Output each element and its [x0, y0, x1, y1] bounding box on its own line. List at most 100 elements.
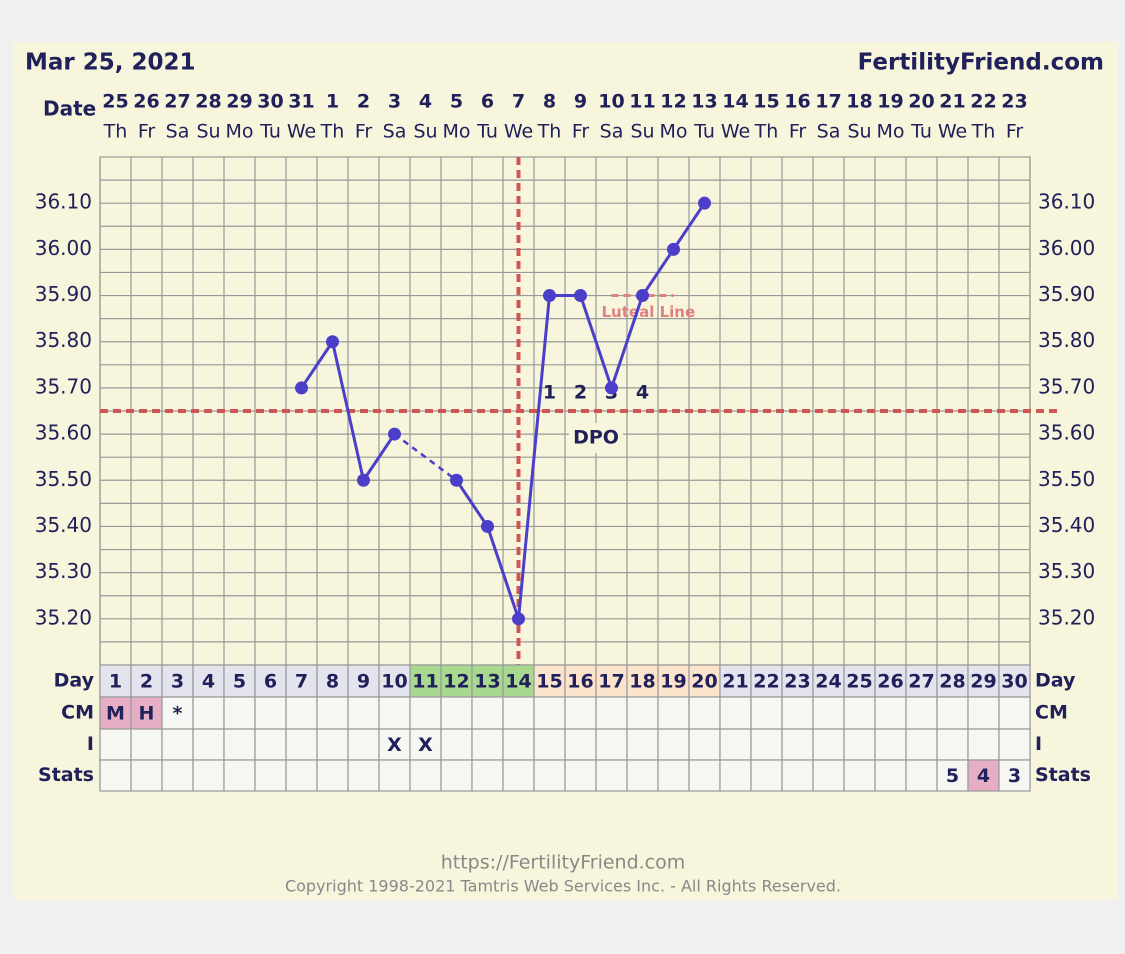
temp-point: [667, 242, 680, 256]
date-label: Date: [43, 97, 96, 121]
categories-cell: 11: [412, 671, 438, 693]
temp-point: [388, 427, 401, 441]
table-cell: [192, 759, 225, 792]
categories-cell: 29: [970, 671, 996, 693]
weekday-label: We: [504, 121, 533, 143]
table-cell: [254, 728, 287, 761]
table-cell: [471, 664, 504, 698]
categories-cell: 3: [171, 671, 184, 693]
y-tick-label-right: 35.40: [1038, 513, 1095, 537]
weekday-label: Su: [196, 121, 220, 143]
table-cell: [936, 696, 969, 730]
categories-cell: 30: [1001, 671, 1027, 693]
table-cell: [316, 759, 349, 792]
table-cell: [688, 696, 721, 730]
categories-cell: 19: [660, 671, 686, 693]
date-label: 10: [598, 91, 624, 113]
table-cell: [812, 696, 845, 730]
table-cell: [905, 696, 938, 730]
date-label: 1: [326, 91, 339, 113]
categories-cell: 28: [939, 671, 965, 693]
y-tick-label: 35.50: [35, 467, 92, 491]
table-cell: [161, 664, 194, 698]
table-cell: [533, 664, 566, 698]
weekday-label: Th: [320, 121, 345, 143]
categories-cell: 13: [474, 671, 500, 693]
weekday-label: Sa: [383, 121, 407, 143]
temp-point: [326, 335, 339, 349]
y-tick-label: 35.30: [35, 559, 92, 583]
table-cell: [781, 696, 814, 730]
date-label: 20: [908, 91, 934, 113]
cm-cell: M: [106, 703, 125, 725]
table-cell: [843, 728, 876, 761]
table-cell: [719, 759, 752, 792]
categories-cell: 5: [233, 671, 246, 693]
table-cell: [440, 759, 473, 792]
temp-point: [295, 381, 308, 395]
weekday-label: Fr: [138, 121, 156, 143]
weekday-label: Th: [103, 121, 128, 143]
date-label: 26: [133, 91, 159, 113]
dpo-number: 2: [574, 382, 587, 404]
weekday-label: Tu: [259, 121, 281, 143]
stats-cell: 3: [1008, 765, 1021, 787]
categories-cell: 21: [722, 671, 748, 693]
temp-point: [636, 289, 649, 303]
table-cell: [750, 759, 783, 792]
y-tick-label-right: 35.80: [1038, 328, 1095, 352]
date-label: 25: [102, 91, 128, 113]
categories-cell: 25: [846, 671, 872, 693]
weekday-label: Sa: [166, 121, 190, 143]
table-cell: [533, 759, 566, 792]
table-cell: [781, 759, 814, 792]
temp-point: [543, 289, 556, 303]
table-cell: [161, 759, 194, 792]
date-label: 14: [722, 91, 748, 113]
table-cell: [564, 696, 597, 730]
date-label: 13: [691, 91, 717, 113]
categories-cell: 9: [357, 671, 370, 693]
categories-cell: 1: [109, 671, 122, 693]
table-cell: [843, 696, 876, 730]
weekday-label: Su: [413, 121, 437, 143]
table-cell: [781, 728, 814, 761]
categories-cell: 8: [326, 671, 339, 693]
luteal-label: Luteal Line: [602, 303, 696, 321]
table-cell: [564, 759, 597, 792]
table-cell: [192, 728, 225, 761]
date-label: 4: [419, 91, 432, 113]
table-cell: [936, 759, 969, 792]
table-cell: [874, 759, 907, 792]
y-tick-label-right: 35.20: [1038, 605, 1095, 629]
temp-point: [698, 196, 711, 210]
table-cell: [533, 728, 566, 761]
date-label: 8: [543, 91, 556, 113]
row-label: CM: [61, 702, 94, 724]
weekday-label: Fr: [1006, 121, 1024, 143]
date-label: 19: [877, 91, 903, 113]
table-cell: [750, 728, 783, 761]
date-label: 29: [226, 91, 252, 113]
table-cell: [688, 728, 721, 761]
table-cell: [347, 759, 380, 792]
table-cell: [688, 759, 721, 792]
table-cell: [409, 696, 442, 730]
table-cell: [223, 696, 256, 730]
intercourse-cell: X: [387, 734, 402, 756]
y-tick-label-right: 36.00: [1038, 236, 1095, 260]
weekday-label: Fr: [789, 121, 807, 143]
date-label: 22: [970, 91, 996, 113]
date-label: 12: [660, 91, 686, 113]
y-tick-label-right: 35.90: [1038, 282, 1095, 306]
y-tick-label: 35.90: [35, 282, 92, 306]
temp-line: [300, 337, 396, 485]
table-cell: [223, 759, 256, 792]
date-label: 2: [357, 91, 370, 113]
table-cell: [595, 664, 628, 698]
date-label: 18: [846, 91, 872, 113]
categories-cell: 15: [536, 671, 562, 693]
cm-cell: *: [173, 703, 183, 725]
